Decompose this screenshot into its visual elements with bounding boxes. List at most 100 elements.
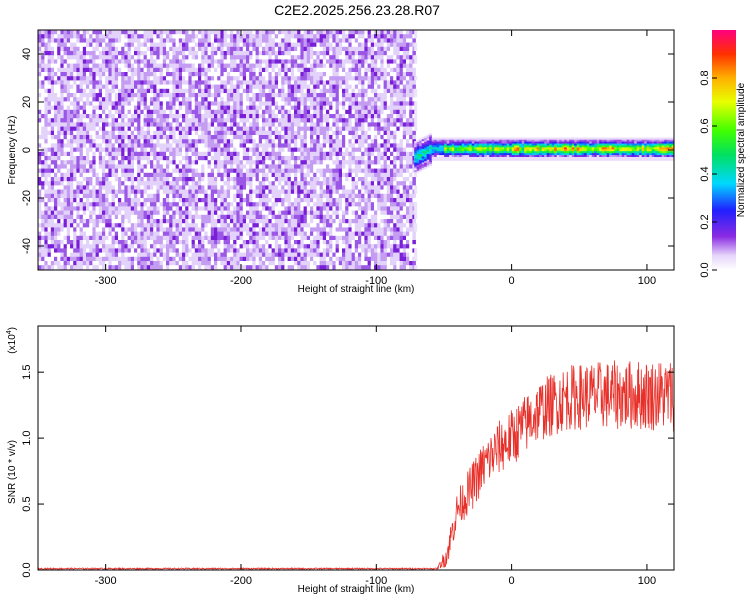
heatmap-cell (108, 42, 112, 48)
heatmap-cell (134, 168, 138, 174)
heatmap-cell (319, 156, 324, 161)
heatmap-cell (54, 42, 58, 48)
heatmap-cell (105, 139, 109, 144)
heatmap-cell (252, 97, 256, 102)
heatmap-cell (255, 101, 260, 106)
heatmap-cell (63, 42, 68, 48)
heatmap-cell (255, 164, 260, 169)
heatmap-cell (214, 156, 218, 161)
heatmap-cell (63, 206, 68, 211)
heatmap-cell (137, 38, 141, 43)
heatmap-cell (166, 109, 170, 115)
heatmap-cell (191, 164, 196, 169)
heatmap-cell (47, 164, 52, 169)
heatmap-cell (348, 193, 352, 199)
heatmap-cell (127, 198, 132, 203)
heatmap-cell (383, 63, 388, 69)
heatmap-cell (127, 55, 132, 60)
heatmap-cell (54, 198, 58, 203)
heatmap-cell (185, 88, 189, 94)
heatmap-cell (326, 151, 330, 157)
heatmap-cell (182, 143, 186, 148)
heatmap-cell (278, 67, 282, 73)
heatmap-cell (322, 198, 327, 203)
heatmap-cell (175, 80, 180, 85)
heatmap-cell (249, 55, 253, 60)
heatmap-cell (306, 30, 311, 35)
heatmap-cell (278, 189, 282, 195)
heatmap-cell (169, 177, 173, 182)
heatmap-cell (364, 76, 368, 81)
heatmap-cell (204, 46, 208, 52)
heatmap-cell (146, 30, 151, 35)
heatmap-cell (281, 139, 285, 144)
heatmap-cell (86, 114, 90, 119)
heatmap-cell (38, 185, 42, 190)
heatmap-cell (345, 164, 349, 169)
heatmap-cell (351, 164, 356, 169)
heatmap-cell (108, 59, 112, 64)
heatmap-cell (262, 51, 266, 56)
heatmap-cell (335, 181, 340, 186)
heatmap-cell (377, 88, 381, 94)
heatmap-cell (255, 151, 260, 157)
heatmap-cell (313, 172, 317, 178)
heatmap-cell (284, 109, 288, 115)
heatmap-cell (284, 46, 288, 52)
heatmap-cell (329, 130, 333, 136)
heatmap-cell (191, 160, 196, 165)
heatmap-cell (217, 160, 221, 165)
heatmap-cell (143, 38, 148, 43)
heatmap-cell (82, 185, 87, 190)
heatmap-cell (50, 84, 55, 90)
heatmap-cell (111, 109, 116, 115)
heatmap-cell (409, 126, 413, 132)
heatmap-cell (351, 130, 356, 136)
heatmap-cell (76, 185, 80, 190)
heatmap-cell (246, 122, 250, 127)
heatmap-cell (348, 59, 352, 64)
heatmap-cell (54, 67, 58, 73)
heatmap-cell (70, 114, 74, 119)
heatmap-cell (242, 109, 247, 115)
heatmap-cell (41, 38, 45, 43)
heatmap-cell (390, 34, 394, 39)
heatmap-cell (95, 202, 100, 207)
heatmap-cell (332, 177, 336, 182)
heatmap-cell (294, 38, 298, 43)
heatmap-cell (358, 151, 362, 157)
heatmap-cell (406, 177, 410, 182)
heatmap-cell (217, 181, 221, 186)
heatmap-cell (82, 84, 87, 90)
heatmap-cell (306, 160, 311, 165)
heatmap-cell (194, 143, 199, 148)
heatmap-cell (230, 72, 234, 77)
heatmap-cell (281, 168, 285, 174)
heatmap-cell (79, 143, 84, 148)
heatmap-cell (143, 130, 148, 136)
heatmap-cell (399, 34, 404, 39)
heatmap-cell (60, 42, 64, 48)
heatmap-cell (182, 181, 186, 186)
heatmap-cell (57, 59, 61, 64)
heatmap-cell (351, 181, 356, 186)
heatmap-cell (105, 51, 109, 56)
heatmap-cell (194, 97, 199, 102)
heatmap-cell (223, 172, 228, 178)
heatmap-cell (159, 143, 164, 148)
heatmap-cell (194, 126, 199, 132)
heatmap-cell (63, 156, 68, 161)
heatmap-cell (182, 114, 186, 119)
heatmap-cell (406, 109, 410, 115)
heatmap-cell (322, 109, 327, 115)
heatmap-cell (284, 88, 288, 94)
heatmap-cell (290, 97, 295, 102)
heatmap-cell (207, 193, 212, 199)
heatmap-cell (374, 97, 378, 102)
heatmap-cell (150, 42, 154, 48)
heatmap-cell (89, 76, 93, 81)
heatmap-cell (386, 84, 391, 90)
heatmap-cell (249, 189, 253, 195)
heatmap-cell (204, 139, 208, 144)
heatmap-cell (329, 67, 333, 73)
